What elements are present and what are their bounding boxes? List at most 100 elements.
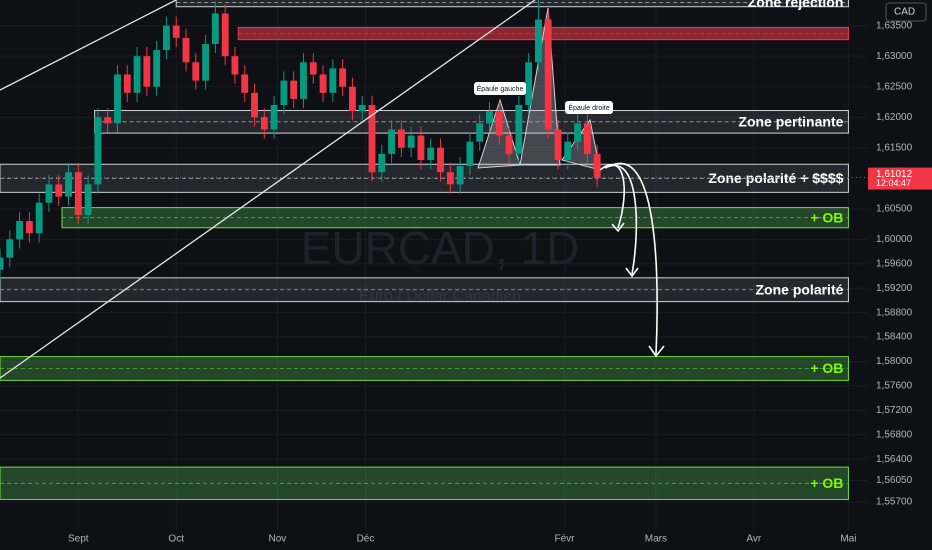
candle-body — [270, 105, 278, 130]
candle-body — [486, 111, 493, 124]
candle-body — [65, 172, 72, 197]
y-tick-label: 1,57600 — [876, 381, 913, 392]
candle-body — [368, 105, 376, 173]
candle-body — [172, 25, 180, 38]
y-tick-label: 1,56800 — [876, 429, 913, 440]
candle-body — [544, 19, 552, 130]
y-tick-label: 1,59600 — [876, 258, 913, 269]
candle-body — [437, 147, 444, 173]
x-tick-label: Déc — [357, 534, 375, 545]
candle-body — [0, 257, 4, 270]
y-tick-label: 1,55700 — [876, 497, 913, 508]
candle-body — [300, 62, 307, 99]
x-tick-label: Avr — [746, 534, 761, 545]
candle-body — [593, 153, 601, 178]
y-tick-label: 1,63000 — [876, 51, 913, 62]
axes: 1,63500 1,63000 1,62500 1,62000 1,61500 1,605… — [68, 20, 932, 545]
candle-body — [358, 105, 366, 112]
candle-body — [515, 105, 523, 154]
price-axis — [868, 0, 932, 550]
annotation: Épaule droite — [568, 103, 609, 112]
y-tick-label: 1,62500 — [876, 81, 913, 92]
candle-body — [574, 123, 582, 142]
candle-body — [476, 123, 484, 142]
trend-line — [0, 0, 177, 91]
grid — [0, 0, 868, 530]
y-tick-label: 1,63500 — [876, 20, 913, 31]
candle-body — [192, 62, 200, 81]
candle-body — [6, 239, 14, 258]
candle-body — [466, 141, 474, 167]
candle-body — [35, 202, 43, 234]
last-price-label: 1,61012 — [876, 169, 913, 180]
arrow — [604, 164, 638, 275]
x-tick-label: Sept — [68, 534, 89, 545]
candle-body — [564, 141, 572, 160]
last-price-tag — [868, 167, 932, 190]
candle-body — [525, 62, 533, 106]
zone — [0, 277, 849, 303]
arrow — [609, 162, 658, 355]
arrows — [599, 162, 665, 358]
candle-body — [25, 221, 33, 234]
y-tick-label: 1,61500 — [876, 142, 913, 153]
x-tick-label: Mars — [645, 534, 667, 545]
y-tick-label: 1,59200 — [876, 283, 913, 294]
candle-body — [534, 19, 542, 63]
candle-body — [182, 37, 190, 63]
candle-body — [211, 13, 219, 44]
candle-body — [221, 13, 229, 57]
arrow-head — [611, 222, 625, 233]
candle-body — [290, 80, 298, 99]
annotation: Épaule gauche — [477, 84, 524, 93]
candle-body — [427, 147, 435, 160]
candle-body — [319, 74, 327, 93]
zone-label: + OB — [810, 209, 843, 225]
y-tick-label: 1,60500 — [876, 203, 913, 214]
candle-body — [554, 129, 562, 160]
candle-body — [251, 92, 258, 118]
currency-box[interactable] — [885, 2, 927, 22]
candle-body — [84, 184, 92, 215]
arrow-head — [648, 345, 665, 358]
arrow-head — [625, 267, 639, 278]
arrow — [599, 163, 626, 229]
candle-body — [241, 74, 249, 93]
annotation-box — [565, 101, 613, 114]
candle-body — [143, 56, 151, 87]
candle-body — [202, 43, 210, 81]
candle-body — [339, 68, 347, 87]
watermark-name: Euro / Dollar Canadien — [359, 288, 521, 305]
x-tick-label: Nov — [268, 534, 286, 545]
watermark-symbol: EURCAD, 1D — [301, 222, 580, 274]
zone-label: + OB — [810, 360, 843, 376]
candle-body — [348, 86, 356, 112]
candle-body — [104, 117, 112, 124]
y-tick-label: 1,58800 — [876, 307, 913, 318]
candle-body — [114, 74, 121, 124]
candles — [0, 0, 868, 280]
currency: CAD — [894, 7, 915, 18]
zones: Zone rejection Zone pertinante Zone polari… — [0, 0, 849, 500]
candle-body — [407, 135, 415, 148]
candle-body — [456, 166, 464, 185]
candle-body — [309, 62, 317, 75]
candle-body — [388, 129, 396, 154]
y-tick-label: 1,58000 — [876, 356, 913, 367]
candle-body — [505, 135, 513, 154]
y-tick-label: 1,60000 — [876, 234, 913, 245]
time-axis — [0, 530, 868, 550]
candle-body — [123, 74, 131, 93]
zone-label: + OB — [810, 475, 843, 491]
candle-body — [378, 153, 386, 173]
candle-body — [329, 68, 337, 93]
candle-body — [55, 184, 63, 197]
y-tick-label: 1,58400 — [876, 332, 913, 343]
candle-body — [74, 172, 82, 215]
countdown: 12:04:47 — [876, 178, 911, 188]
candle-body — [45, 184, 53, 203]
candle-body — [280, 80, 288, 106]
y-tick-label: 1,57200 — [876, 405, 913, 416]
candle-body — [260, 117, 268, 130]
